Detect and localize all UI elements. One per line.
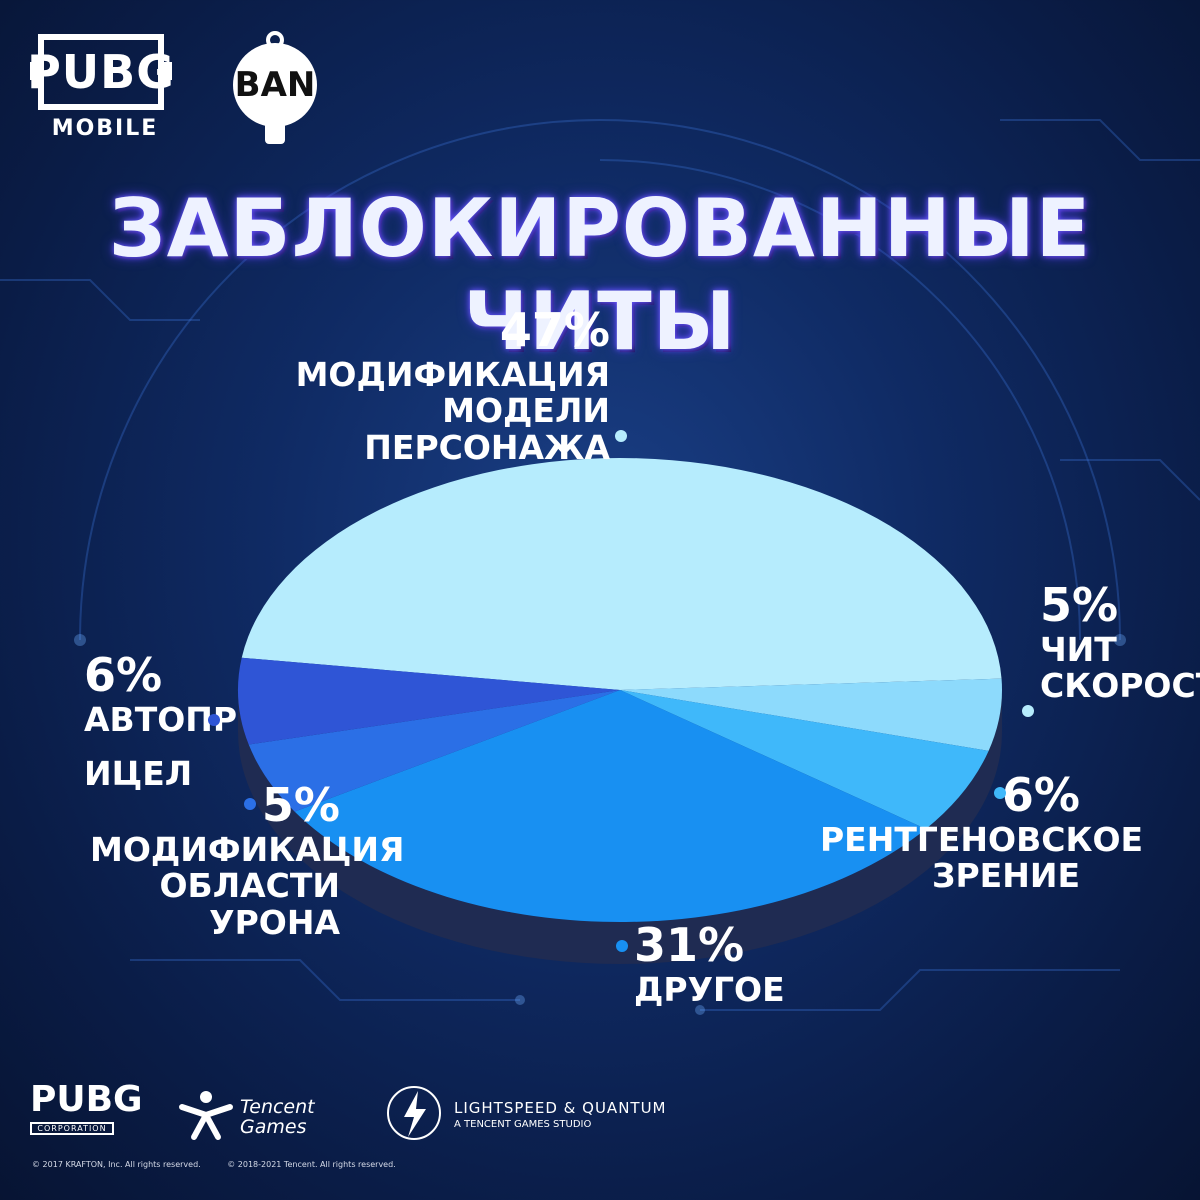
lightning-circle-icon	[387, 1086, 441, 1140]
pie-side-wall	[238, 690, 1002, 964]
name-model-mod-line2: МОДЕЛИ ПЕРСОНАЖА	[364, 391, 610, 468]
ban-text: BAN	[234, 65, 316, 105]
pubg-mobile-logo: PUBG MOBILE	[27, 28, 180, 143]
copyright-krafton: © 2017 KRAFTON, Inc. All rights reserved…	[32, 1160, 201, 1169]
name-other-line1: ДРУГОЕ	[634, 969, 785, 1009]
tencent-line1: Tencent	[240, 1096, 315, 1118]
pie-slice-speed	[620, 678, 1002, 751]
pie-slice-other	[294, 690, 926, 922]
copyright: © 2017 KRAFTON, Inc. All rights reserved…	[32, 1160, 420, 1169]
label-area-mod: 5% МОДИФИКАЦИЯ ОБЛАСТИ УРОНА	[90, 778, 405, 943]
name-aimbot-line2: ИЦЕЛ	[84, 754, 193, 794]
percent-speed: 5%	[1040, 578, 1119, 632]
percent-xray: 6%	[1001, 768, 1080, 822]
lq-line1: LIGHTSPEED & QUANTUM	[454, 1099, 667, 1117]
percent-other: 31%	[634, 918, 745, 972]
label-aimbot: 6% АВТОПР ИЦЕЛ	[84, 648, 237, 794]
ban-pan-icon: BAN	[220, 30, 330, 145]
label-xray: 6% РЕНТГЕНОВСКОЕ ЗРЕНИЕ	[820, 768, 1144, 896]
pie-slice-model_mod	[241, 457, 1002, 690]
name-speed-line1: ЧИТ	[1040, 629, 1117, 669]
pie-slice-aimbot	[238, 657, 621, 745]
label-model-mod: 47% МОДИФИКАЦИЯ МОДЕЛИ ПЕРСОНАЖА	[280, 303, 610, 468]
name-area-mod-line1: МОДИФИКАЦИЯ	[90, 829, 405, 869]
pubg-corp-text: PUBG	[30, 1079, 143, 1120]
pubg-corp-subtext: CORPORATION	[30, 1122, 114, 1135]
tencent-mark-icon	[179, 1091, 233, 1140]
pie-slice-area_mod	[248, 690, 621, 812]
lq-line2: A TENCENT GAMES STUDIO	[454, 1119, 592, 1130]
label-other: 31% ДРУГОЕ	[634, 918, 834, 1009]
lightspeed-quantum-logo: LIGHTSPEED & QUANTUM A TENCENT GAMES STU…	[384, 1083, 666, 1147]
name-speed-line2: СКОРОСТИ	[1040, 666, 1200, 706]
percent-model-mod: 47%	[499, 303, 610, 357]
dot-aimbot	[208, 714, 220, 726]
copyright-tencent: © 2018-2021 Tencent. All rights reserved…	[227, 1160, 396, 1169]
pubg-corporation-logo: PUBG CORPORATION	[30, 1079, 143, 1146]
dot-xray	[994, 787, 1006, 799]
pubg-logo-mobile-text: MOBILE	[51, 116, 159, 141]
dot-area-mod	[244, 798, 256, 810]
pubg-logo-box: PUBG	[27, 34, 174, 110]
dot-other	[616, 940, 628, 952]
percent-aimbot: 6%	[84, 648, 163, 702]
pie-slice-xray	[620, 690, 989, 829]
label-speed: 5% ЧИТ СКОРОСТИ	[1040, 578, 1200, 706]
percent-area-mod: 5%	[261, 778, 340, 832]
name-xray-line1: РЕНТГЕНОВСКОЕ	[820, 819, 1144, 859]
name-area-mod-line2: ОБЛАСТИ УРОНА	[159, 866, 340, 943]
tencent-games-logo: Tencent Games	[176, 1085, 336, 1145]
name-model-mod-line1: МОДИФИКАЦИЯ	[295, 354, 610, 394]
tencent-text: Tencent Games	[240, 1097, 315, 1137]
dot-speed	[1022, 705, 1034, 717]
dot-model-mod	[615, 430, 627, 442]
tencent-line2: Games	[240, 1116, 307, 1138]
page-title: ЗАБЛОКИРОВАННЫЕ ЧИТЫ	[108, 182, 1092, 368]
name-xray-line2: ЗРЕНИЕ	[932, 856, 1080, 896]
